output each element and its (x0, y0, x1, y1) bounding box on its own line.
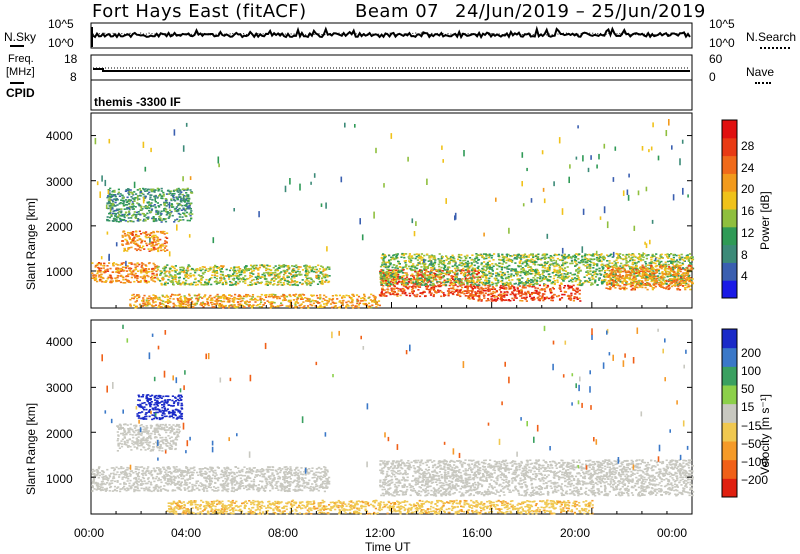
power-sparse-echoes (94, 119, 689, 267)
vel-ytick-4000: 4000 (46, 335, 73, 349)
cpid-value: themis -3300 IF (94, 95, 181, 109)
velocity-colorbar-swatch-6 (722, 366, 737, 386)
power-cbar-tick-8: 8 (741, 248, 748, 262)
power-ytick-4000: 4000 (46, 129, 73, 143)
cpid-label: CPID (6, 86, 35, 100)
velocity-colorbar-swatch-5 (722, 385, 737, 405)
velocity-colorbar-swatch-0 (722, 478, 737, 498)
velocity-colorbar-swatch-1 (722, 459, 737, 479)
freq-series-line (93, 68, 690, 72)
power-colorbar-frame (721, 119, 738, 299)
nave-tick-top: 60 (709, 52, 723, 66)
velocity-colorbar-swatch-4 (722, 403, 737, 423)
vel-ytick-2000: 2000 (46, 427, 73, 441)
vel-cbar-tick-15: 15 (741, 400, 755, 414)
vel-cbar-tick-200: 200 (741, 346, 762, 360)
xtick-0800: 08:00 (268, 526, 299, 540)
xtick-1200: 12:00 (365, 526, 396, 540)
freq-unit-label: [MHz] (6, 66, 35, 78)
power-echo-region-1 (156, 264, 331, 287)
power-cbar-tick-16: 16 (741, 204, 755, 218)
power-echo-region-3 (106, 187, 194, 223)
vel-cbar-tick-50: 50 (741, 382, 755, 396)
velocity-echo-region-4 (379, 459, 695, 497)
xtick-2000: 20:00 (560, 526, 591, 540)
power-colorbar-swatch-3 (722, 226, 737, 246)
beam-label: Beam 07 (355, 1, 440, 22)
velocity-colorbar-swatch-2 (722, 441, 737, 461)
velocity-colorbar-frame (721, 328, 738, 498)
vel-cbar-tick-m15: −15 (741, 419, 762, 433)
date-range: 24/Jun/2019 – 25/Jun/2019 (455, 1, 706, 22)
vel-ytick-3000: 3000 (46, 381, 73, 395)
power-ytick-3000: 3000 (46, 175, 73, 189)
xtick-2400: 00:00 (657, 526, 688, 540)
power-cbar-tick-12: 12 (741, 226, 755, 240)
power-colorbar-swatch-0 (722, 280, 737, 299)
noise-left-tick-top: 10^5 (48, 17, 74, 31)
radar-title: Fort Hays East (fitACF) (92, 1, 307, 22)
velocity-sparse-echoes (101, 324, 689, 474)
xtick-1600: 16:00 (462, 526, 493, 540)
panel-frame-cpid (90, 79, 693, 111)
panel-frame-freq (90, 54, 693, 81)
vel-cbar-tick-m200: −200 (741, 473, 769, 487)
xtick-0400: 04:00 (171, 526, 202, 540)
vel-cbar-tick-m50: −50 (741, 437, 762, 451)
power-colorbar-swatch-1 (722, 262, 737, 281)
nsearch-label: N.Search (746, 30, 797, 44)
nave-tick-bottom: 0 (709, 70, 716, 84)
noise-right-tick-top: 10^5 (709, 17, 735, 31)
velocity-colorbar-swatch-3 (722, 422, 737, 442)
vel-cbar-tick-m100: −100 (741, 455, 769, 469)
velocity-echo-region-2 (136, 394, 184, 421)
velocity-colorbar-swatch-8 (722, 329, 737, 349)
power-cbar-tick-20: 20 (741, 182, 755, 196)
velocity-echo-region-0 (91, 466, 331, 493)
power-cbar-tick-28: 28 (741, 139, 755, 153)
nsky-series-line (92, 25, 691, 40)
nsky-legend-line (10, 45, 24, 47)
freq-legend-line (10, 82, 24, 84)
xtick-0000: 00:00 (74, 526, 105, 540)
power-ytick-2000: 2000 (46, 220, 73, 234)
noise-right-tick-bottom: 10^0 (709, 36, 735, 50)
velocity-echo-region-1 (116, 423, 181, 452)
power-colorbar-swatch-2 (722, 244, 737, 263)
freq-label: Freq. (8, 53, 34, 65)
power-echo-region-0 (91, 262, 159, 284)
velocity-colorbar-swatch-7 (722, 347, 737, 367)
nsky-label: N.Sky (4, 30, 37, 44)
power-colorbar-swatch-4 (722, 209, 737, 228)
power-cbar-tick-24: 24 (741, 161, 755, 175)
power-colorbar-swatch-9 (722, 120, 737, 139)
power-ytick-1000: 1000 (46, 265, 73, 279)
freq-tick-top: 18 (64, 52, 78, 66)
power-echo-region-6 (466, 284, 582, 302)
power-colorbar-swatch-5 (722, 191, 737, 210)
nsearch-legend-line (760, 47, 790, 49)
vel-ytick-1000: 1000 (46, 472, 73, 486)
noise-left-tick-bottom: 10^0 (48, 36, 74, 50)
freq-tick-bottom: 8 (70, 70, 77, 84)
xlabel: Time UT (365, 540, 411, 554)
vel-cbar-tick-100: 100 (741, 364, 762, 378)
power-echo-region-4 (129, 293, 381, 309)
power-colorbar-swatch-7 (722, 155, 737, 174)
power-echo-region-2 (121, 230, 169, 253)
power-echo-region-8 (604, 264, 694, 291)
nave-label: Nave (746, 65, 775, 79)
velocity-echo-region-3 (166, 499, 594, 515)
power-colorbar-swatch-6 (722, 173, 737, 192)
power-colorbar-swatch-8 (722, 137, 737, 157)
power-cbar-tick-4: 4 (741, 269, 748, 283)
nave-legend-line (755, 82, 771, 84)
